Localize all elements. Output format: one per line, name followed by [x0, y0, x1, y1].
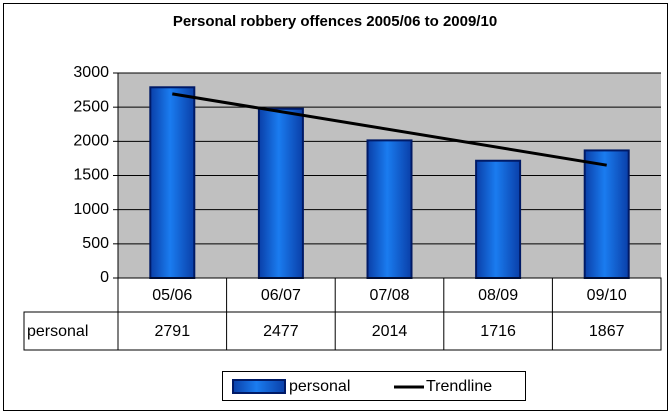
legend-label: Trendline	[426, 378, 492, 395]
y-tick-label: 2500	[73, 98, 109, 115]
x-tick-label: 07/08	[369, 287, 409, 304]
data-table-border	[23, 311, 662, 351]
y-tick-label: 1000	[73, 201, 109, 218]
x-tick-label: 06/07	[261, 287, 301, 304]
x-tick-label: 08/09	[478, 287, 518, 304]
legend-label: personal	[289, 378, 350, 395]
data-table-value: 1867	[589, 323, 625, 340]
y-tick-label: 0	[100, 269, 109, 286]
bar	[366, 139, 413, 279]
y-tick-label: 1500	[73, 167, 109, 184]
legend-swatch	[232, 379, 286, 394]
y-tick-label: 2000	[73, 133, 109, 150]
chart-title: Personal robbery offences 2005/06 to 200…	[173, 13, 497, 30]
data-table-value: 1716	[480, 323, 516, 340]
bar	[257, 107, 304, 280]
data-table-value: 2477	[263, 323, 299, 340]
bar	[583, 149, 630, 279]
data-table-value: 2014	[372, 323, 408, 340]
trendline	[172, 92, 607, 167]
y-tick-label: 3000	[73, 64, 109, 81]
data-table-series-name: personal	[27, 323, 88, 340]
x-tick-label: 05/06	[152, 287, 192, 304]
y-tick-label: 500	[82, 235, 109, 252]
bar	[475, 159, 522, 280]
data-table-value: 2791	[155, 323, 191, 340]
bar	[149, 86, 196, 280]
x-tick-label: 09/10	[587, 287, 627, 304]
